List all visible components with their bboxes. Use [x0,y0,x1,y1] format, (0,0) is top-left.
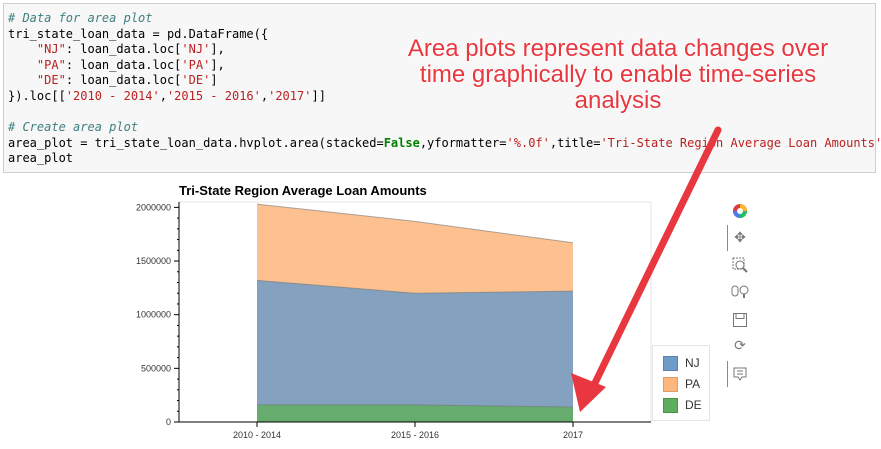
legend-label-nj: NJ [685,356,700,370]
legend-swatch-nj [663,355,678,371]
code-line: area_plot [8,151,74,166]
box-zoom-icon[interactable] [726,254,754,276]
line-pa [256,203,574,244]
legend-swatch-pa [663,376,678,392]
legend-item-nj[interactable]: NJ [663,354,700,372]
y-tick-label: 0 [166,417,171,427]
pan-icon[interactable]: ✥ [734,230,746,246]
plot-toolbar: ✥ ⟳ [726,197,754,397]
wheel-zoom-icon[interactable] [726,280,754,302]
code-cell[interactable]: # Data for area plot tri_state_loan_data… [3,3,881,173]
line-nj [256,279,574,294]
code-line: }).loc[['2010 - 2014','2015 - 2016','201… [8,88,326,103]
line-de [257,404,574,408]
code-line: "DE": loan_data.loc['DE'] [36,73,218,88]
code-line: "NJ": loan_data.loc['NJ'], [36,42,225,57]
code-line: # Data for area plot [8,11,153,25]
code-line: # Create area plot [8,120,139,135]
x-tick-label: 2015 - 2016 [391,430,439,440]
legend-item-de[interactable]: DE [663,396,702,414]
x-tick-label: 2017 [563,430,583,440]
code-line: area_plot = tri_state_loan_data.hvplot.a… [8,135,881,150]
chart-legend: NJ PA DE [652,345,710,421]
legend-label-pa: PA [685,377,701,391]
area-de [257,404,573,422]
area-nj [257,280,573,422]
annotation-callout: Area plots represent data changes over t… [407,35,829,114]
y-tick-label: 500000 [141,363,171,373]
legend-swatch-de [663,397,678,413]
y-tick-label: 2000000 [136,202,171,212]
y-tick-label: 1000000 [136,310,171,320]
save-icon[interactable] [726,309,754,331]
chart-title: Tri-State Region Average Loan Amounts [179,183,427,198]
code-line: "PA": loan_data.loc['PA'], [36,57,225,72]
legend-label-de: DE [685,398,702,412]
code-line: tri_state_loan_data = pd.DataFrame({ [8,26,269,41]
legend-item-pa[interactable]: PA [663,375,700,393]
y-tick-label: 1500000 [136,256,171,266]
hover-icon[interactable] [726,363,754,385]
bokeh-logo-icon[interactable] [726,200,754,222]
x-tick-label: 2010 - 2014 [233,430,281,440]
code-editor[interactable]: # Data for area plot tri_state_loan_data… [8,11,881,167]
reset-icon[interactable]: ⟳ [734,338,746,354]
area-chart[interactable]: Tri-State Region Average Loan Amounts 0 50… [100,180,660,442]
